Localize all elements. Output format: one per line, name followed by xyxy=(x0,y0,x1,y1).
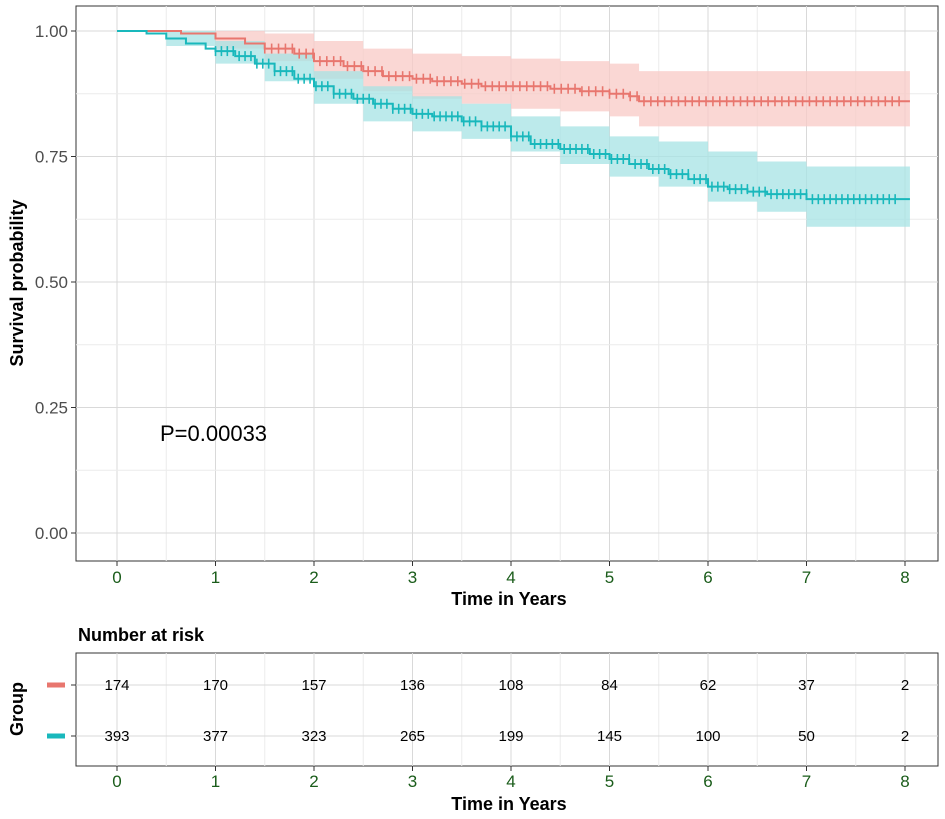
risk-count-group-1: 84 xyxy=(601,677,618,694)
risk-x-tick-label: 3 xyxy=(408,772,417,791)
risk-count-group-2: 50 xyxy=(798,728,815,745)
x-tick-label: 7 xyxy=(802,568,811,587)
risk-x-tick-label: 5 xyxy=(605,772,614,791)
x-tick-label: 6 xyxy=(703,568,712,587)
risk-x-tick-label: 4 xyxy=(506,772,515,791)
survival-curve-group-2 xyxy=(117,30,910,201)
risk-x-tick-label: 0 xyxy=(112,772,121,791)
risk-x-tick-label: 1 xyxy=(211,772,220,791)
x-tick-label: 1 xyxy=(211,568,220,587)
y-tick-label: 0.75 xyxy=(35,148,68,167)
x-axis-title: Time in Years xyxy=(451,589,566,609)
km-plot-panel: 0.00 0.25 0.50 0.75 1.00 0 1 2 3 4 5 6 7 8 P=0.00033… xyxy=(7,5,939,609)
y-tick-label: 0.50 xyxy=(35,273,68,292)
risk-table-panel: Number at risk 174 170 157 136 108 84 62 37 2393… xyxy=(7,625,939,814)
risk-count-group-1: 62 xyxy=(700,677,717,694)
risk-count-group-1: 37 xyxy=(798,677,815,694)
risk-count-group-2: 145 xyxy=(597,728,622,745)
x-tick-label: 3 xyxy=(408,568,417,587)
risk-count-group-2: 265 xyxy=(400,728,425,745)
confidence-band-group-1 xyxy=(117,31,910,127)
x-tick-label: 2 xyxy=(309,568,318,587)
y-axis-title: Survival probability xyxy=(7,199,27,366)
x-tick-label: 4 xyxy=(506,568,515,587)
legend-key-group-2 xyxy=(47,733,65,739)
risk-count-group-2: 323 xyxy=(301,728,326,745)
risk-count-group-1: 2 xyxy=(901,677,909,694)
y-tick-label: 1.00 xyxy=(35,22,68,41)
risk-count-group-2: 393 xyxy=(104,728,129,745)
risk-y-axis-title: Group xyxy=(7,682,27,736)
risk-count-group-2: 199 xyxy=(498,728,523,745)
survival-curve-group-1 xyxy=(117,30,910,103)
risk-table-title: Number at risk xyxy=(78,625,205,645)
y-tick-label: 0.25 xyxy=(35,399,68,418)
risk-x-tick-label: 6 xyxy=(703,772,712,791)
risk-count-group-1: 136 xyxy=(400,677,425,694)
risk-x-axis-title: Time in Years xyxy=(451,794,566,814)
risk-x-tick-label: 8 xyxy=(900,772,909,791)
risk-table-area xyxy=(75,652,939,767)
risk-x-tick-label: 2 xyxy=(309,772,318,791)
x-tick-label: 0 xyxy=(112,568,121,587)
confidence-band-group-2 xyxy=(117,31,910,232)
risk-x-tick-label: 7 xyxy=(802,772,811,791)
risk-count-group-2: 377 xyxy=(203,728,228,745)
risk-count-group-2: 2 xyxy=(901,728,909,745)
risk-count-group-1: 174 xyxy=(104,677,129,694)
x-tick-label: 8 xyxy=(900,568,909,587)
y-tick-label: 0.00 xyxy=(35,524,68,543)
x-tick-label: 5 xyxy=(605,568,614,587)
p-value-annotation: P=0.00033 xyxy=(160,421,267,446)
risk-count-group-1: 157 xyxy=(301,677,326,694)
risk-count-group-1: 170 xyxy=(203,677,228,694)
risk-count-group-1: 108 xyxy=(498,677,523,694)
risk-count-group-2: 100 xyxy=(695,728,720,745)
legend-key-group-1 xyxy=(47,682,65,688)
